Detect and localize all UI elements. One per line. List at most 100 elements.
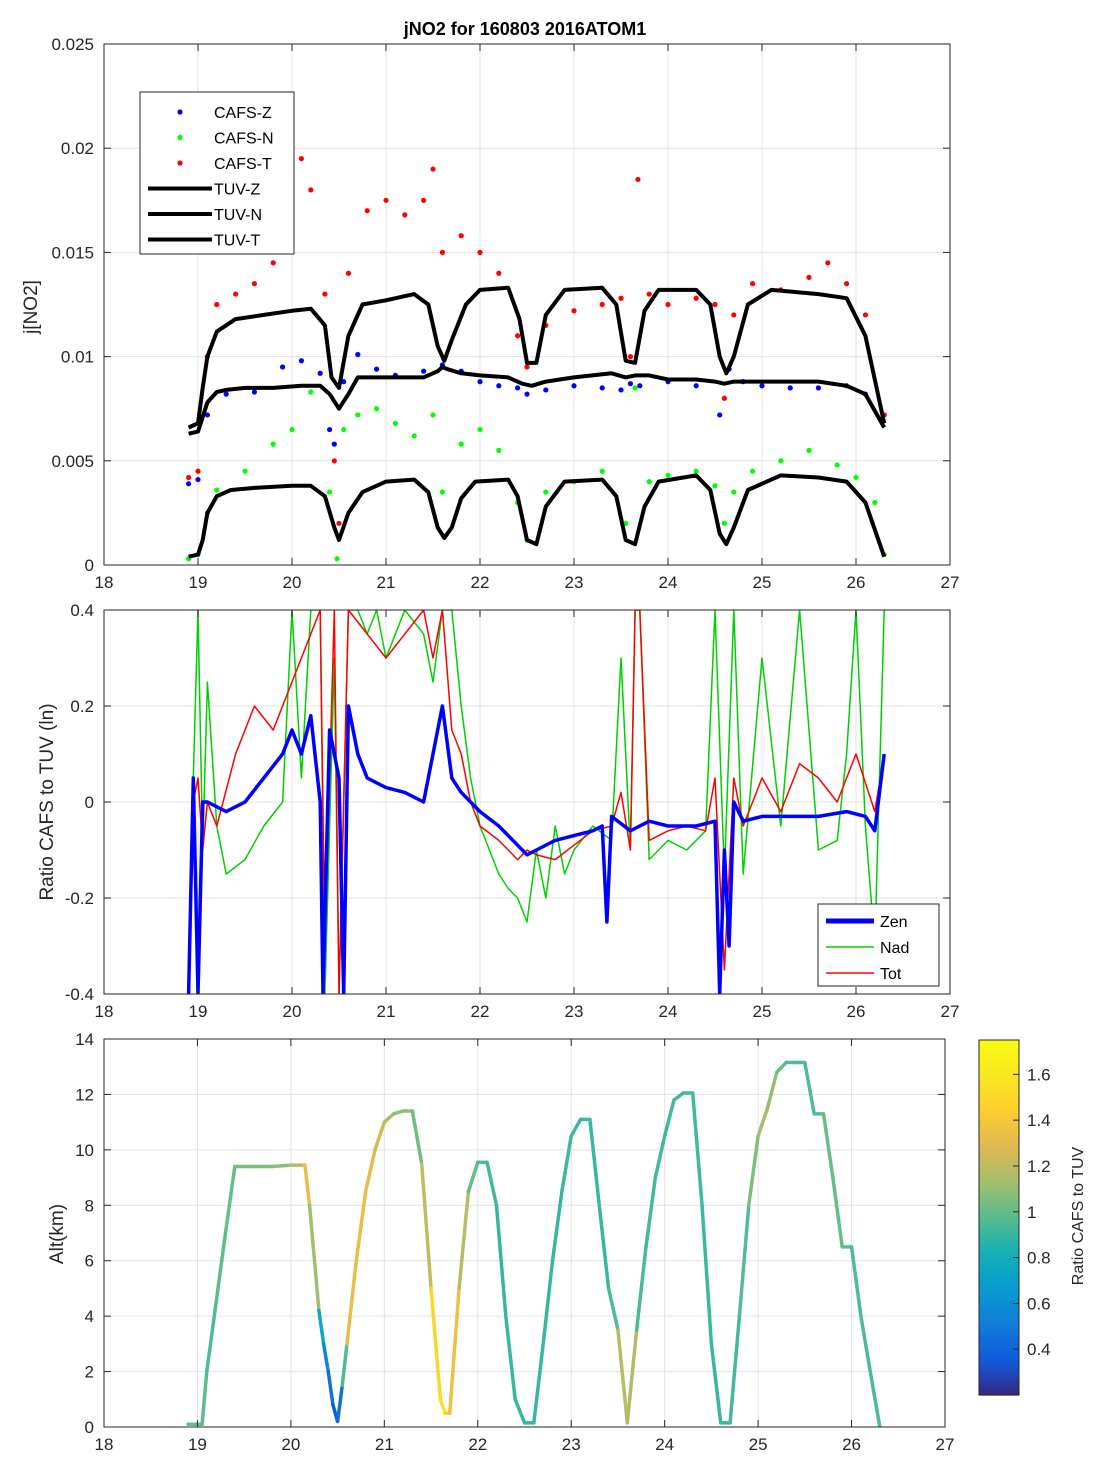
colorbar-band [979, 1045, 1019, 1050]
series-nad [187, 610, 885, 994]
y-tick-label: 0.4 [70, 601, 94, 620]
data-point [430, 412, 436, 418]
colorbar-tick-label: 1.2 [1027, 1157, 1051, 1176]
colorbar-band [979, 1383, 1019, 1387]
x-tick-label: 20 [283, 573, 302, 592]
colorbar-band [979, 1365, 1019, 1369]
data-point [693, 383, 699, 389]
track-segment [662, 1098, 676, 1138]
colorbar-band [979, 1217, 1019, 1222]
colorbar-band [979, 1264, 1019, 1269]
data-point [853, 474, 859, 481]
colorbar-band [979, 1116, 1019, 1121]
colorbar-band [979, 1048, 1019, 1053]
x-tick-label: 23 [562, 1435, 581, 1454]
x-tick-label: 21 [377, 573, 396, 592]
data-point [355, 351, 361, 358]
data-point [439, 249, 445, 255]
x-tick-label: 27 [941, 1002, 960, 1021]
series-tot [187, 610, 885, 994]
data-point [543, 387, 549, 393]
data-point [317, 370, 323, 376]
colorbar-band [979, 1235, 1019, 1239]
colorbar-band [979, 1321, 1019, 1325]
colorbar-band [979, 1128, 1019, 1133]
colorbar-band [979, 1075, 1019, 1080]
track-segment [616, 1328, 630, 1425]
data-point [233, 291, 239, 297]
track-segment [728, 1314, 742, 1425]
colorbar-band [979, 1389, 1019, 1393]
data-point [618, 387, 624, 393]
data-point [270, 441, 276, 447]
colorbar-band [979, 1119, 1019, 1124]
track-segment [747, 1134, 760, 1208]
data-point [242, 468, 248, 474]
data-layer [186, 156, 887, 562]
data-point [717, 412, 723, 418]
data-point [298, 358, 304, 364]
colorbar-band [979, 1155, 1019, 1159]
data-point [331, 441, 337, 447]
colorbar-band [979, 1329, 1019, 1334]
x-tick-label: 21 [377, 1002, 396, 1021]
data-point [693, 295, 699, 301]
y-tick-label: 0.01 [61, 348, 94, 367]
legend-label: Tot [880, 966, 902, 983]
colorbar-band [979, 1081, 1019, 1085]
series-tuv-t [187, 285, 887, 430]
data-point [204, 412, 210, 418]
colorbar-band [979, 1078, 1019, 1083]
colorbar-band [979, 1060, 1019, 1065]
track-segment [321, 1342, 331, 1374]
colorbar-band [979, 1190, 1019, 1195]
colorbar-band [979, 1368, 1019, 1372]
track-segment [205, 1300, 218, 1374]
colorbar-band [979, 1084, 1019, 1088]
track-segment [541, 1258, 555, 1346]
colorbar-band [979, 1152, 1019, 1156]
colorbar-band [979, 1303, 1019, 1307]
colorbar-band [979, 1137, 1019, 1142]
colorbar-band [979, 1193, 1019, 1198]
altitude-track [186, 1060, 882, 1427]
colorbar-band [979, 1199, 1019, 1204]
y-tick-label: 10 [75, 1141, 94, 1160]
colorbar-band [979, 1099, 1019, 1103]
y-tick-label: 0 [85, 556, 94, 575]
colorbar-band [979, 1125, 1019, 1130]
colorbar-band [979, 1315, 1019, 1319]
track-segment [373, 1120, 387, 1152]
legend-marker [177, 109, 183, 115]
colorbar-band [979, 1184, 1019, 1189]
colorbar-band [979, 1143, 1019, 1148]
track-segment [532, 1342, 545, 1425]
colorbar-band [979, 1288, 1019, 1293]
colorbar-band [979, 1362, 1019, 1367]
colorbar-band [979, 1211, 1019, 1216]
colorbar-band [979, 1300, 1019, 1304]
data-point [496, 270, 502, 276]
colorbar-band [979, 1220, 1019, 1225]
colorbar-band [979, 1392, 1019, 1396]
colorbar-band [979, 1113, 1019, 1118]
track-segment [588, 1117, 602, 1208]
track-segment [513, 1397, 527, 1425]
data-point [334, 556, 340, 562]
data-point [815, 385, 822, 391]
y-tick-label: -0.2 [65, 889, 94, 908]
x-tick-label: 26 [842, 1435, 861, 1454]
y-tick-label: 0.02 [61, 139, 94, 158]
track-segment [672, 1091, 686, 1102]
y-tick-label: 0.2 [70, 697, 94, 716]
data-point [186, 481, 192, 487]
colorbar-tick-label: 1.6 [1027, 1065, 1051, 1084]
data-point [374, 366, 380, 372]
y-tick-label: 2 [85, 1363, 94, 1382]
x-tick-label: 26 [847, 1002, 866, 1021]
track-segment [756, 1106, 770, 1138]
track-segment [317, 1308, 326, 1346]
track-segment [597, 1203, 611, 1291]
colorbar-band [979, 1291, 1019, 1296]
legend: CAFS-Z CAFS-N CAFS-T TUV-Z TUV-N TUV-T [139, 91, 295, 255]
